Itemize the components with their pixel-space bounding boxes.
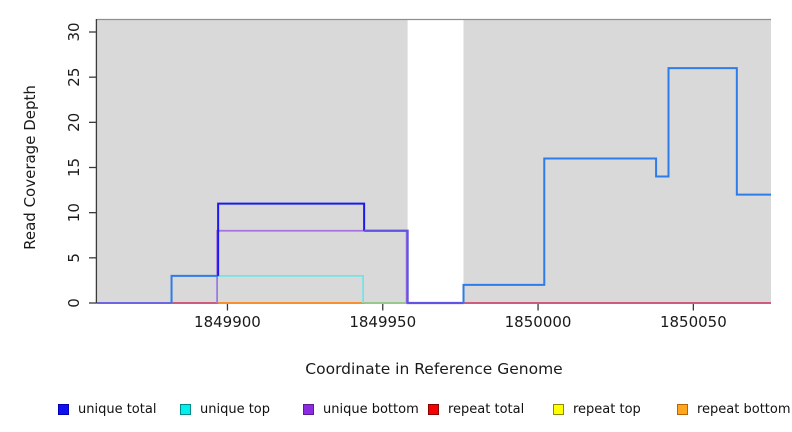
unique-bottom-swatch-icon <box>303 403 314 415</box>
legend-label: repeat total <box>448 401 525 417</box>
y-tick-label: 20 <box>65 113 83 132</box>
chart-legend: unique total unique top unique bottom re… <box>0 400 792 422</box>
legend-item-repeat-bottom: repeat bottom <box>677 401 791 417</box>
unique-total-gap-blend <box>364 229 464 305</box>
legend-label: repeat top <box>573 401 641 417</box>
x-tick-label: 1850050 <box>660 313 727 331</box>
unique-total-step3 <box>170 274 219 303</box>
y-tick-label: 10 <box>65 203 83 222</box>
y-tick-label: 15 <box>65 158 83 177</box>
y-tick-label: 5 <box>65 253 83 263</box>
legend-item-repeat-top: repeat top <box>553 401 641 417</box>
legend-item-repeat-total: repeat total <box>428 401 525 417</box>
y-tick-label: 25 <box>65 68 83 87</box>
repeat-bottom-swatch-icon <box>677 403 688 415</box>
unique-total-swatch-icon <box>58 403 69 415</box>
unique-top-swatch-icon <box>180 403 191 415</box>
legend-label: unique bottom <box>323 401 419 417</box>
x-tick-label: 1850000 <box>505 313 572 331</box>
x-axis-title: Coordinate in Reference Genome <box>305 360 562 378</box>
y-tick-label: 30 <box>65 22 83 41</box>
legend-item-unique-top: unique top <box>180 401 271 417</box>
legend-label: unique top <box>200 401 271 417</box>
unique-total-right <box>462 67 771 303</box>
legend-item-unique-total: unique total <box>58 401 157 417</box>
unique-total-step11 <box>217 202 366 276</box>
y-axis-title: Read Coverage Depth <box>21 85 39 250</box>
repeat-total-swatch-icon <box>428 403 439 415</box>
repeat-top-swatch-icon <box>553 403 564 415</box>
legend-label: repeat bottom <box>697 401 791 417</box>
legend-label: unique total <box>78 401 157 417</box>
x-tick-label: 1849950 <box>349 313 416 331</box>
legend-item-unique-bottom: unique bottom <box>303 401 419 417</box>
coverage-chart: 1849900 1849950 1850000 1850050 0 5 10 15 20 25 30… <box>21 18 771 378</box>
x-tick-label: 1849900 <box>194 313 261 331</box>
masked-region <box>407 20 464 303</box>
y-tick-label: 0 <box>65 298 83 308</box>
